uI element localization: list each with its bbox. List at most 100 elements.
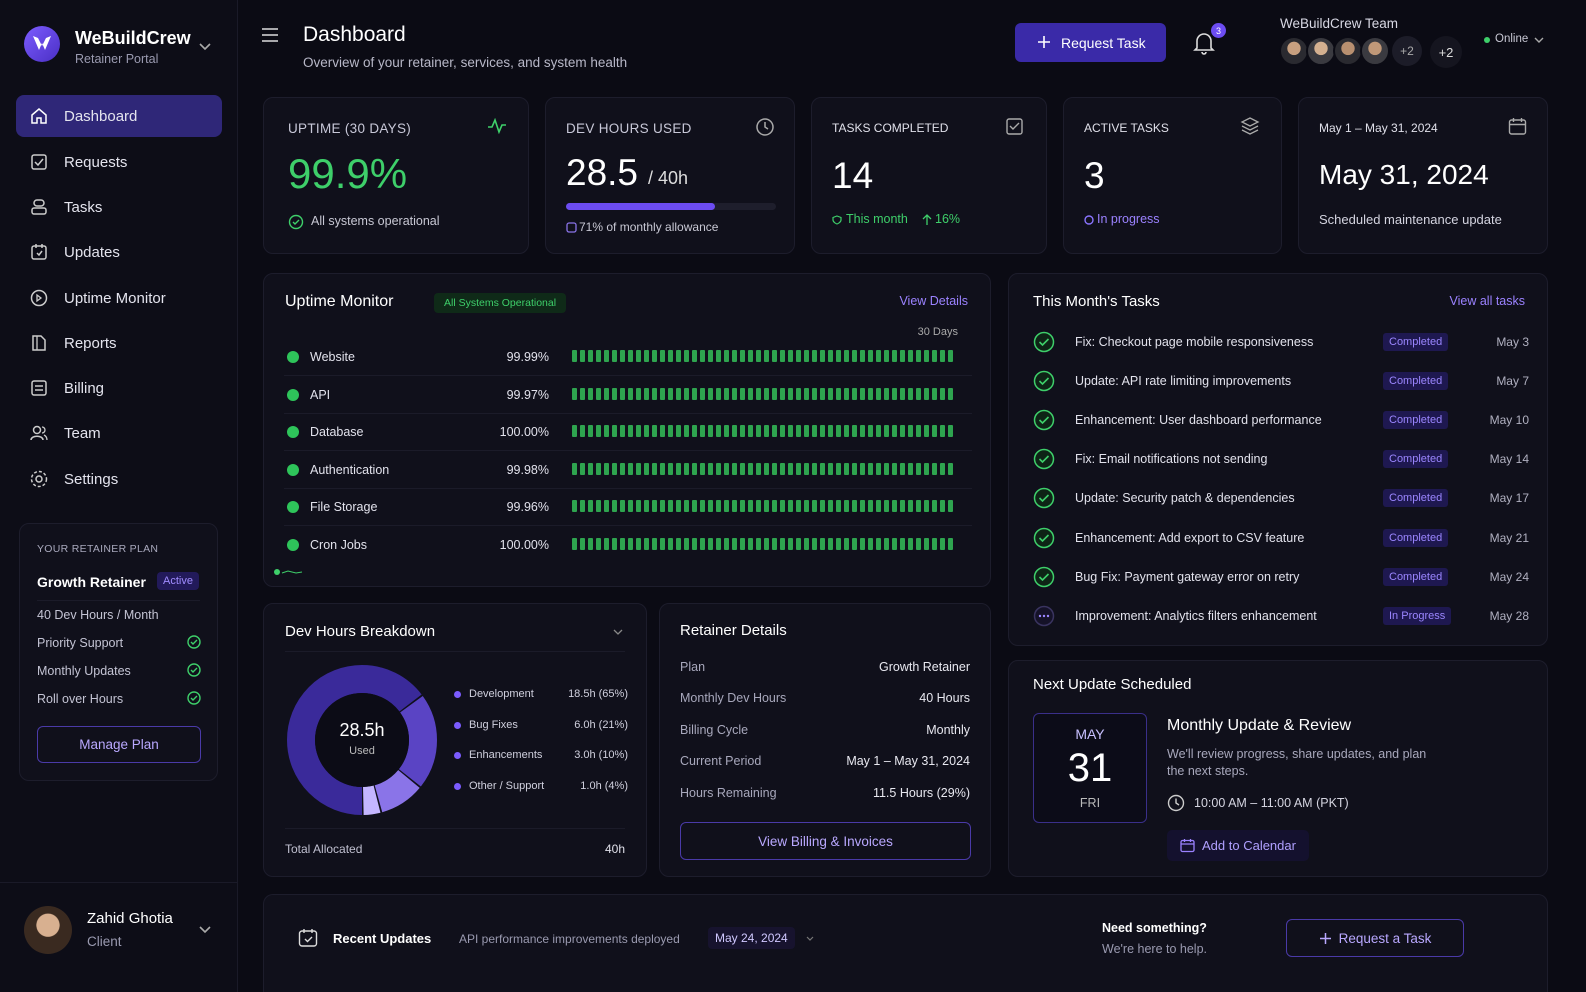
uptime-bars — [572, 387, 953, 400]
uptime-bar — [788, 350, 793, 362]
sidebar-item-settings[interactable]: Settings — [16, 458, 222, 500]
task-row[interactable]: Fix: Email notifications not sending Com… — [1033, 440, 1529, 479]
chevron-down-icon[interactable] — [199, 926, 211, 934]
request-a-task-button[interactable]: Request a Task — [1286, 919, 1464, 957]
uptime-bar — [676, 462, 681, 475]
uptime-bar — [780, 387, 785, 400]
uptime-bar — [812, 425, 817, 438]
uptime-bar — [676, 350, 681, 362]
uptime-bars — [572, 425, 953, 438]
uptime-bar — [948, 462, 953, 475]
clock-icon — [1167, 794, 1185, 812]
avatar[interactable] — [1360, 36, 1390, 66]
divider — [285, 828, 625, 829]
task-row[interactable]: Enhancement: User dashboard performance … — [1033, 401, 1529, 440]
uptime-bar — [892, 462, 897, 475]
uptime-bar — [764, 387, 769, 400]
uptime-bar — [700, 425, 705, 438]
uptime-bar — [860, 500, 865, 513]
uptime-bar — [668, 538, 673, 550]
view-details-link[interactable]: View Details — [899, 294, 968, 308]
manage-plan-button[interactable]: Manage Plan — [37, 726, 201, 763]
task-row[interactable]: Bug Fix: Payment gateway error on retry … — [1033, 558, 1529, 597]
chevron-down-icon[interactable] — [613, 629, 623, 636]
uptime-bar — [756, 538, 761, 550]
uptime-bar — [652, 387, 657, 400]
tasks-completed-value: 14 — [832, 155, 874, 196]
uptime-bar — [948, 538, 953, 550]
team-extra-count[interactable]: +2 — [1392, 36, 1422, 66]
sidebar-item-requests[interactable]: Requests — [16, 141, 222, 183]
uptime-bar — [716, 538, 721, 550]
team-more-button[interactable]: +2 — [1430, 36, 1462, 68]
sidebar-item-updates[interactable]: Updates — [16, 231, 222, 273]
sidebar-item-dashboard[interactable]: Dashboard — [16, 95, 222, 137]
uptime-bar — [876, 350, 881, 362]
plan-feature: Monthly Updates — [37, 664, 131, 678]
uptime-bar — [756, 425, 761, 438]
next-update-card: Next Update Scheduled MAY 31 FRI Monthly… — [1008, 660, 1548, 877]
uptime-bar — [612, 538, 617, 550]
uptime-bar — [884, 462, 889, 475]
task-row[interactable]: Improvement: Analytics filters enhanceme… — [1033, 597, 1529, 636]
status-label[interactable]: Online — [1495, 33, 1529, 45]
uptime-bar — [908, 425, 913, 438]
sidebar-item-label: Team — [64, 424, 101, 442]
uptime-bar — [892, 387, 897, 400]
uptime-bar — [852, 500, 857, 513]
view-all-tasks-link[interactable]: View all tasks — [1449, 294, 1526, 308]
request-task-button[interactable]: Request Task — [1015, 23, 1166, 62]
chevron-down-icon[interactable] — [199, 43, 211, 51]
uptime-bar — [860, 462, 865, 475]
sidebar-item-billing[interactable]: Billing — [16, 367, 222, 409]
uptime-bar — [900, 425, 905, 438]
service-name: API — [310, 387, 331, 402]
avatar[interactable] — [1333, 36, 1363, 66]
uptime-bar — [628, 425, 633, 438]
task-row[interactable]: Fix: Checkout page mobile responsiveness… — [1033, 323, 1529, 362]
uptime-bar — [740, 350, 745, 362]
retainer-value: 40 Hours — [919, 691, 970, 705]
avatar[interactable] — [1306, 36, 1336, 66]
uptime-bar — [636, 538, 641, 550]
stat-change: 16% — [935, 212, 961, 226]
divider — [284, 412, 972, 414]
shield-icon — [832, 215, 842, 225]
add-to-calendar-button[interactable]: Add to Calendar — [1167, 830, 1309, 861]
uptime-bar — [916, 425, 921, 438]
uptime-bar — [796, 462, 801, 475]
task-row[interactable]: Enhancement: Add export to CSV feature C… — [1033, 519, 1529, 558]
sidebar-item-team[interactable]: Team — [16, 412, 222, 454]
task-row[interactable]: Update: Security patch & dependencies Co… — [1033, 479, 1529, 518]
brand-logo[interactable] — [24, 26, 60, 62]
total-label: Total Allocated — [285, 842, 363, 856]
avatar[interactable] — [24, 906, 72, 954]
sidebar-item-tasks[interactable]: Tasks — [16, 186, 222, 228]
chevron-down-icon[interactable] — [806, 936, 814, 942]
stat-label: ACTIVE TASKS — [1084, 121, 1169, 135]
sidebar-item-uptime-monitor[interactable]: Uptime Monitor — [16, 277, 222, 319]
uptime-bar — [740, 500, 745, 513]
uptime-bar — [596, 350, 601, 362]
retainer-value: 11.5 Hours (29%) — [872, 786, 970, 800]
uptime-bar — [604, 387, 609, 400]
uptime-bar — [700, 500, 705, 513]
chevron-down-icon[interactable] — [1534, 37, 1544, 44]
bell-icon[interactable] — [1193, 31, 1215, 55]
legend-value: 3.0h (10%) — [574, 749, 628, 761]
task-row[interactable]: Update: API rate limiting improvements C… — [1033, 362, 1529, 401]
sidebar-item-reports[interactable]: Reports — [16, 322, 222, 364]
uptime-bar — [628, 500, 633, 513]
uptime-bar — [748, 387, 753, 400]
sidebar-item-label: Updates — [64, 243, 120, 261]
menu-icon[interactable] — [261, 27, 279, 43]
uptime-bar — [788, 462, 793, 475]
uptime-bar — [700, 538, 705, 550]
online-dot — [1484, 37, 1490, 43]
uptime-bar — [916, 462, 921, 475]
uptime-bar — [780, 350, 785, 362]
event-time: 10:00 AM – 11:00 AM (PKT) — [1194, 796, 1349, 810]
view-billing-button[interactable]: View Billing & Invoices — [680, 822, 971, 860]
avatar[interactable] — [1279, 36, 1309, 66]
uptime-bar — [748, 425, 753, 438]
